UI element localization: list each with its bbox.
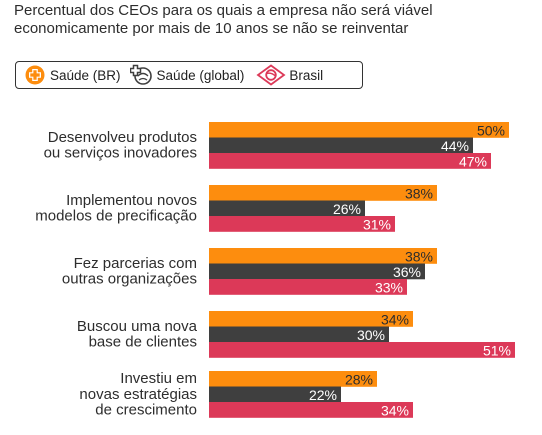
bar-saude-br <box>209 185 437 201</box>
category-label: ou serviços inovadores <box>44 145 197 162</box>
diamond-flag-icon <box>256 64 286 86</box>
legend-item-saude-global: Saúde (global) <box>129 63 245 87</box>
plus-globe-icon <box>129 64 152 85</box>
bar-saude-br <box>209 248 437 264</box>
data-label-saude-global: 36% <box>393 264 421 280</box>
chart-title: Percentual dos CEOs para os quais a empr… <box>14 2 534 38</box>
legend-label-saude-global: Saúde (global) <box>156 67 245 83</box>
data-label-brasil: 51% <box>483 342 511 358</box>
bar-saude-br <box>209 371 377 387</box>
category-label: Investiu em <box>120 370 197 387</box>
bar-brasil <box>209 153 491 169</box>
bar-saude-global <box>209 386 341 403</box>
data-label-brasil: 33% <box>375 279 403 295</box>
category-label: Implementou novos <box>66 192 197 209</box>
legend: Saúde (BR) Saúde (global) Brasil <box>15 61 363 89</box>
bar-saude-br <box>209 122 509 138</box>
data-label-saude-global: 26% <box>333 201 361 217</box>
data-label-brasil: 31% <box>363 216 391 232</box>
category-label: novas estratégias <box>79 386 197 403</box>
category-label: de crescimento <box>95 402 197 419</box>
data-label-saude-br: 50% <box>477 122 505 138</box>
chart-title-line-1: Percentual dos CEOs para os quais a empr… <box>14 2 433 19</box>
category-label: base de clientes <box>89 334 197 351</box>
bar-saude-global <box>209 137 473 154</box>
bar-saude-global <box>209 263 425 280</box>
bar-brasil <box>209 279 407 295</box>
plus-circle-icon <box>25 65 45 85</box>
bar-saude-br <box>209 311 413 327</box>
chart-title-line-2: economicamente por mais de 10 anos se nã… <box>14 20 409 37</box>
data-label-saude-global: 30% <box>357 327 385 343</box>
legend-label-brasil: Brasil <box>289 67 324 83</box>
data-label-saude-global: 44% <box>441 138 469 154</box>
category-label: modelos de precificação <box>35 208 197 225</box>
data-label-brasil: 34% <box>381 402 409 418</box>
bar-saude-global <box>209 200 365 217</box>
data-label-brasil: 47% <box>459 153 487 169</box>
bar-saude-global <box>209 326 389 343</box>
legend-label-saude-br: Saúde (BR) <box>50 67 121 83</box>
legend-item-brasil: Brasil <box>256 64 323 86</box>
category-label: outras organizações <box>62 271 197 288</box>
category-label: Desenvolveu produtos <box>48 129 197 146</box>
bar-brasil <box>209 402 413 418</box>
data-label-saude-br: 28% <box>345 371 373 387</box>
data-label-saude-br: 38% <box>405 248 433 264</box>
category-label: Fez parcerias com <box>74 255 197 272</box>
bar-brasil <box>209 216 395 232</box>
data-label-saude-global: 22% <box>309 387 337 403</box>
bar-brasil <box>209 342 515 358</box>
data-label-saude-br: 38% <box>405 185 433 201</box>
legend-item-saude-br: Saúde (BR) <box>24 64 121 86</box>
data-label-saude-br: 34% <box>381 311 409 327</box>
category-label: Buscou uma nova <box>77 318 198 335</box>
